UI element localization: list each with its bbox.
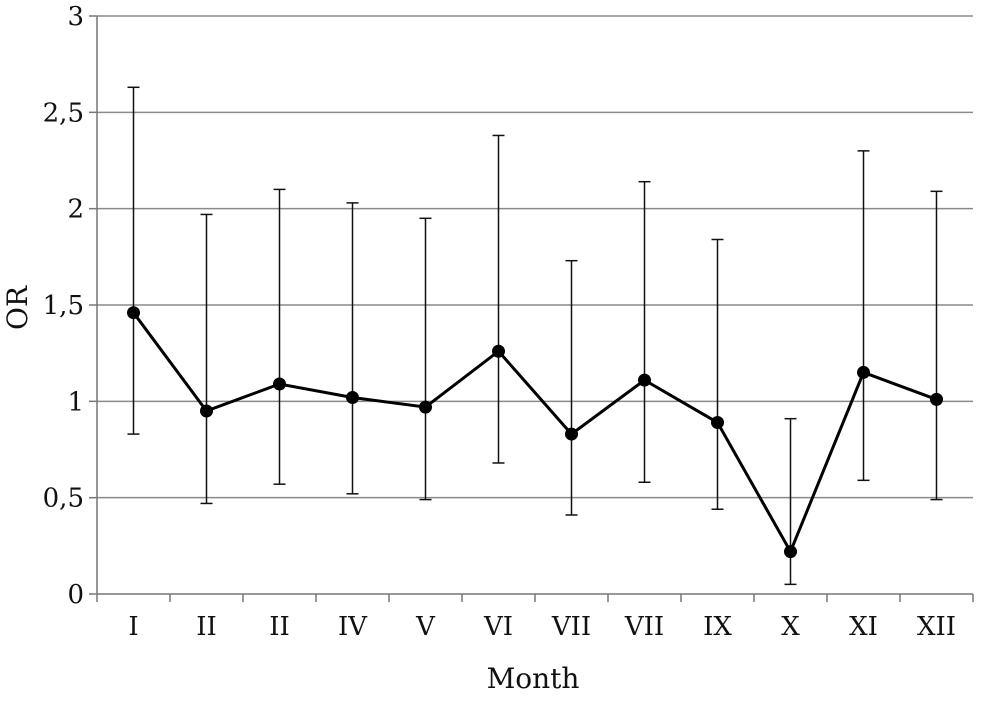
data-point: [930, 392, 943, 406]
data-point: [711, 416, 724, 430]
tick-labels: 00,511,522,53I II II IV V VI VII VII IX X XI XII: [43, 2, 956, 642]
x-tick-label: X: [781, 612, 800, 642]
data-point: [127, 306, 140, 320]
x-tick-label: XI: [849, 612, 878, 642]
x-tick-label: IV: [338, 612, 368, 642]
y-tick-label: 0,5: [43, 484, 84, 514]
series-group: [127, 306, 943, 559]
y-tick-label: 2: [67, 195, 84, 225]
x-tick-label: V: [415, 612, 436, 642]
x-tick-label: IX: [703, 612, 732, 642]
data-point: [857, 365, 870, 379]
error-bars: [127, 86, 943, 586]
axes: [89, 15, 974, 602]
x-tick-label: VI: [483, 612, 513, 642]
x-tick-label: VII: [624, 612, 664, 642]
data-point: [346, 390, 359, 404]
series-line: [132, 311, 938, 556]
x-tick-label: VII: [551, 612, 591, 642]
data-point: [200, 404, 213, 418]
y-tick-label: 2,5: [43, 98, 84, 128]
y-tick-label: 3: [67, 2, 84, 32]
data-point: [273, 377, 286, 391]
data-point: [565, 427, 578, 441]
data-point: [638, 373, 651, 387]
x-tick-label: II: [196, 612, 217, 642]
x-tick-label: II: [269, 612, 290, 642]
y-gridlines: [97, 15, 973, 499]
y-tick-label: 1: [67, 387, 84, 417]
data-point: [492, 344, 505, 358]
data-point: [784, 545, 797, 559]
y-axis-title: OR: [1, 285, 34, 330]
y-tick-label: 0: [67, 580, 84, 610]
data-point: [419, 400, 432, 414]
x-axis-title: Month: [487, 662, 580, 695]
x-tick-label: I: [128, 612, 138, 642]
y-tick-label: 1,5: [43, 291, 84, 321]
x-tick-label: XII: [917, 612, 956, 642]
